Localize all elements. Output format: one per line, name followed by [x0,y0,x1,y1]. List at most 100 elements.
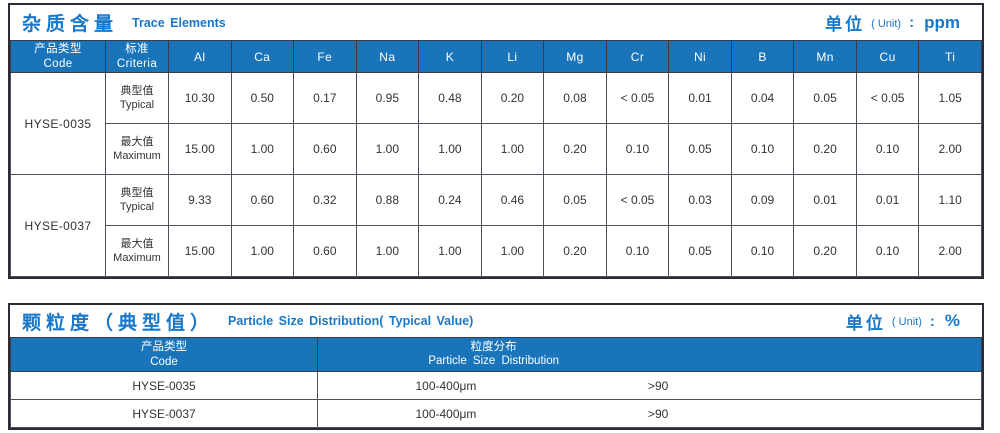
col-header-element-li: Li [480,40,545,73]
table-row: HYSE-0037 100-400μm >90 [10,399,982,428]
criteria-cell: 最大值 Maximum [105,123,169,175]
value-cell: 0.10 [855,123,920,175]
col-header-code: 产品类型 Code [10,337,318,372]
unit-label: 单位 [825,15,866,34]
unit-value: ppm [924,12,960,32]
value-cell: 0.20 [793,225,857,277]
value-cell: 1.00 [480,225,545,277]
value-cell: 0.10 [730,123,795,175]
col-header-element-al: Al [168,40,232,73]
value-cell: 0.20 [793,123,857,175]
value-cell: 0.10 [605,123,670,175]
distribution-cell: 100-400μm >90 [317,371,982,400]
col-header-distribution-en: Particle Size Distribution [428,355,560,368]
col-header-distribution-text: 粒度分布 Particle Size Distribution [428,340,559,370]
value-cell: 0.88 [355,174,420,226]
criteria-zh: 典型值 [120,84,154,97]
value-cell: 0.60 [293,225,357,277]
value-cell: 0.01 [793,174,857,226]
value-cell: 0.60 [230,174,295,226]
col-header-element-ti: Ti [918,40,982,73]
trace-elements-section: 杂质含量 Trace Elements 单位 ( Unit) : ppm 产品类… [8,3,984,279]
value-cell: 15.00 [168,123,232,175]
value-cell: 1.10 [918,174,982,226]
value-cell: 0.09 [730,174,795,226]
value-cell: 0.46 [480,174,545,226]
value-cell: 1.00 [230,225,295,277]
value-cell: 9.33 [168,174,232,226]
value-cell: 15.00 [168,225,232,277]
value-cell: 0.05 [793,72,857,124]
particle-unit-group: 单位 ( Unit) : % [846,309,960,334]
value-cell: 1.00 [355,123,420,175]
value-cell: 0.05 [668,123,732,175]
value-cell: 0.08 [543,72,607,124]
trace-title-en: Trace Elements [132,15,226,30]
col-header-criteria-en: Criteria [116,57,158,70]
value-cell: 0.60 [293,123,357,175]
criteria-cell: 典型值 Typical [105,174,169,226]
col-header-code-zh: 产品类型 [34,43,82,56]
size-value: >90 [647,406,669,421]
value-cell: 0.50 [230,72,295,124]
table-row: 最大值 Maximum 15.00 1.00 0.60 1.00 1.00 1.… [11,123,982,175]
value-cell: 0.17 [293,72,357,124]
table-row: HYSE-0035 100-400μm >90 [10,371,982,400]
col-header-code: 产品类型 Code [10,40,106,73]
criteria-en: Maximum [113,150,161,162]
trace-title-bar: 杂质含量 Trace Elements 单位 ( Unit) : ppm [10,5,982,40]
value-cell: 1.00 [480,123,545,175]
value-cell: 0.03 [668,174,732,226]
value-cell: 0.20 [543,225,607,277]
value-cell: 0.04 [730,72,795,124]
unit-paren: ( Unit) [871,17,902,30]
criteria-zh: 最大值 [120,135,154,148]
col-header-code-en: Code [43,57,73,70]
particle-title-bar: 颗粒度（典型值） Particle Size Distribution( Typ… [10,305,982,337]
col-header-element-mg: Mg [543,40,607,73]
col-header-distribution: 粒度分布 Particle Size Distribution [317,337,982,372]
value-cell: 1.00 [418,123,482,175]
particle-size-section: 颗粒度（典型值） Particle Size Distribution( Typ… [8,303,984,430]
trace-elements-table: 产品类型 Code 标准 Criteria Al Ca Fe Na K Li M… [10,40,982,277]
particle-title-en: Particle Size Distribution( Typical Valu… [228,314,474,328]
col-header-distribution-zh: 粒度分布 [470,340,517,353]
criteria-en: Typical [119,201,155,213]
particle-header-row: 产品类型 Code 粒度分布 Particle Size Distributio… [10,337,982,372]
value-cell: 0.95 [355,72,420,124]
col-header-element-na: Na [355,40,420,73]
product-code-cell: HYSE-0035 [10,72,106,175]
unit-colon: : [929,312,935,330]
value-cell: 0.20 [543,123,607,175]
col-header-criteria-zh: 标准 [125,43,149,56]
value-cell: 0.05 [668,225,732,277]
value-cell: 2.00 [918,225,982,277]
unit-label: 单位 [845,313,886,333]
criteria-en: Typical [119,99,155,111]
table-row: HYSE-0035 典型值 Typical 10.30 0.50 0.17 0.… [10,72,982,175]
size-value: >90 [647,378,669,393]
value-cell: 10.30 [168,72,232,124]
value-cell: 0.10 [855,225,920,277]
value-cell: 0.10 [730,225,795,277]
product-code-cell: HYSE-0037 [10,174,106,277]
criteria-cell: 典型值 Typical [105,72,169,124]
value-cell: 0.01 [668,72,732,124]
col-header-element-ca: Ca [230,40,295,73]
col-header-element-cr: Cr [605,40,670,73]
criteria-zh: 最大值 [120,237,154,250]
col-header-code-zh: 产品类型 [141,340,187,353]
distribution-cell: 100-400μm >90 [317,399,982,428]
value-cell: < 0.05 [855,72,920,124]
table-row: 最大值 Maximum 15.00 1.00 0.60 1.00 1.00 1.… [11,225,982,277]
trace-unit-group: 单位 ( Unit) : ppm [825,10,960,35]
value-cell: 1.00 [418,225,482,277]
unit-value: % [944,311,960,330]
particle-title-zh: 颗粒度（典型值） [22,312,215,334]
value-cell: < 0.05 [605,174,670,226]
criteria-zh: 典型值 [120,186,154,199]
value-cell: 0.24 [418,174,482,226]
col-header-element-cu: Cu [855,40,920,73]
product-code-cell: HYSE-0035 [10,371,318,400]
value-cell: 0.05 [543,174,607,226]
